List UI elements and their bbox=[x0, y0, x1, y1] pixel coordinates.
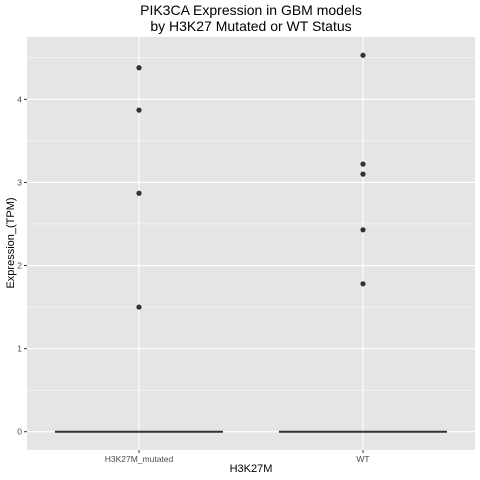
outlier-point bbox=[360, 171, 366, 177]
outlier-point bbox=[136, 65, 142, 71]
minor-gridlines bbox=[27, 57, 475, 391]
outlier-point bbox=[360, 227, 366, 233]
outlier-points bbox=[136, 52, 366, 310]
x-axis-ticks: H3K27M_mutated WT bbox=[105, 450, 370, 464]
outlier-point bbox=[136, 107, 142, 113]
outlier-point bbox=[136, 190, 142, 196]
y-tick-label: 0 bbox=[17, 427, 22, 437]
y-tick-label: 4 bbox=[17, 94, 22, 104]
x-tick-label: WT bbox=[356, 454, 369, 464]
y-tick-label: 2 bbox=[17, 261, 22, 271]
y-axis-label: Expression_(TPM) bbox=[5, 197, 17, 288]
chart-title-line-2: by H3K27 Mutated or WT Status bbox=[150, 18, 351, 34]
outlier-point bbox=[136, 304, 142, 310]
outlier-point bbox=[360, 281, 366, 287]
y-tick-label: 1 bbox=[17, 344, 22, 354]
major-gridlines bbox=[27, 37, 475, 450]
y-axis-ticks: 0 1 2 3 4 bbox=[17, 94, 27, 437]
plot-panel bbox=[27, 37, 475, 450]
outlier-point bbox=[360, 52, 366, 58]
outlier-point bbox=[360, 161, 366, 167]
chart-title-line-1: PIK3CA Expression in GBM models bbox=[140, 2, 362, 18]
x-axis-label: H3K27M bbox=[230, 463, 273, 475]
y-tick-label: 3 bbox=[17, 177, 22, 187]
x-tick-label: H3K27M_mutated bbox=[105, 454, 174, 464]
